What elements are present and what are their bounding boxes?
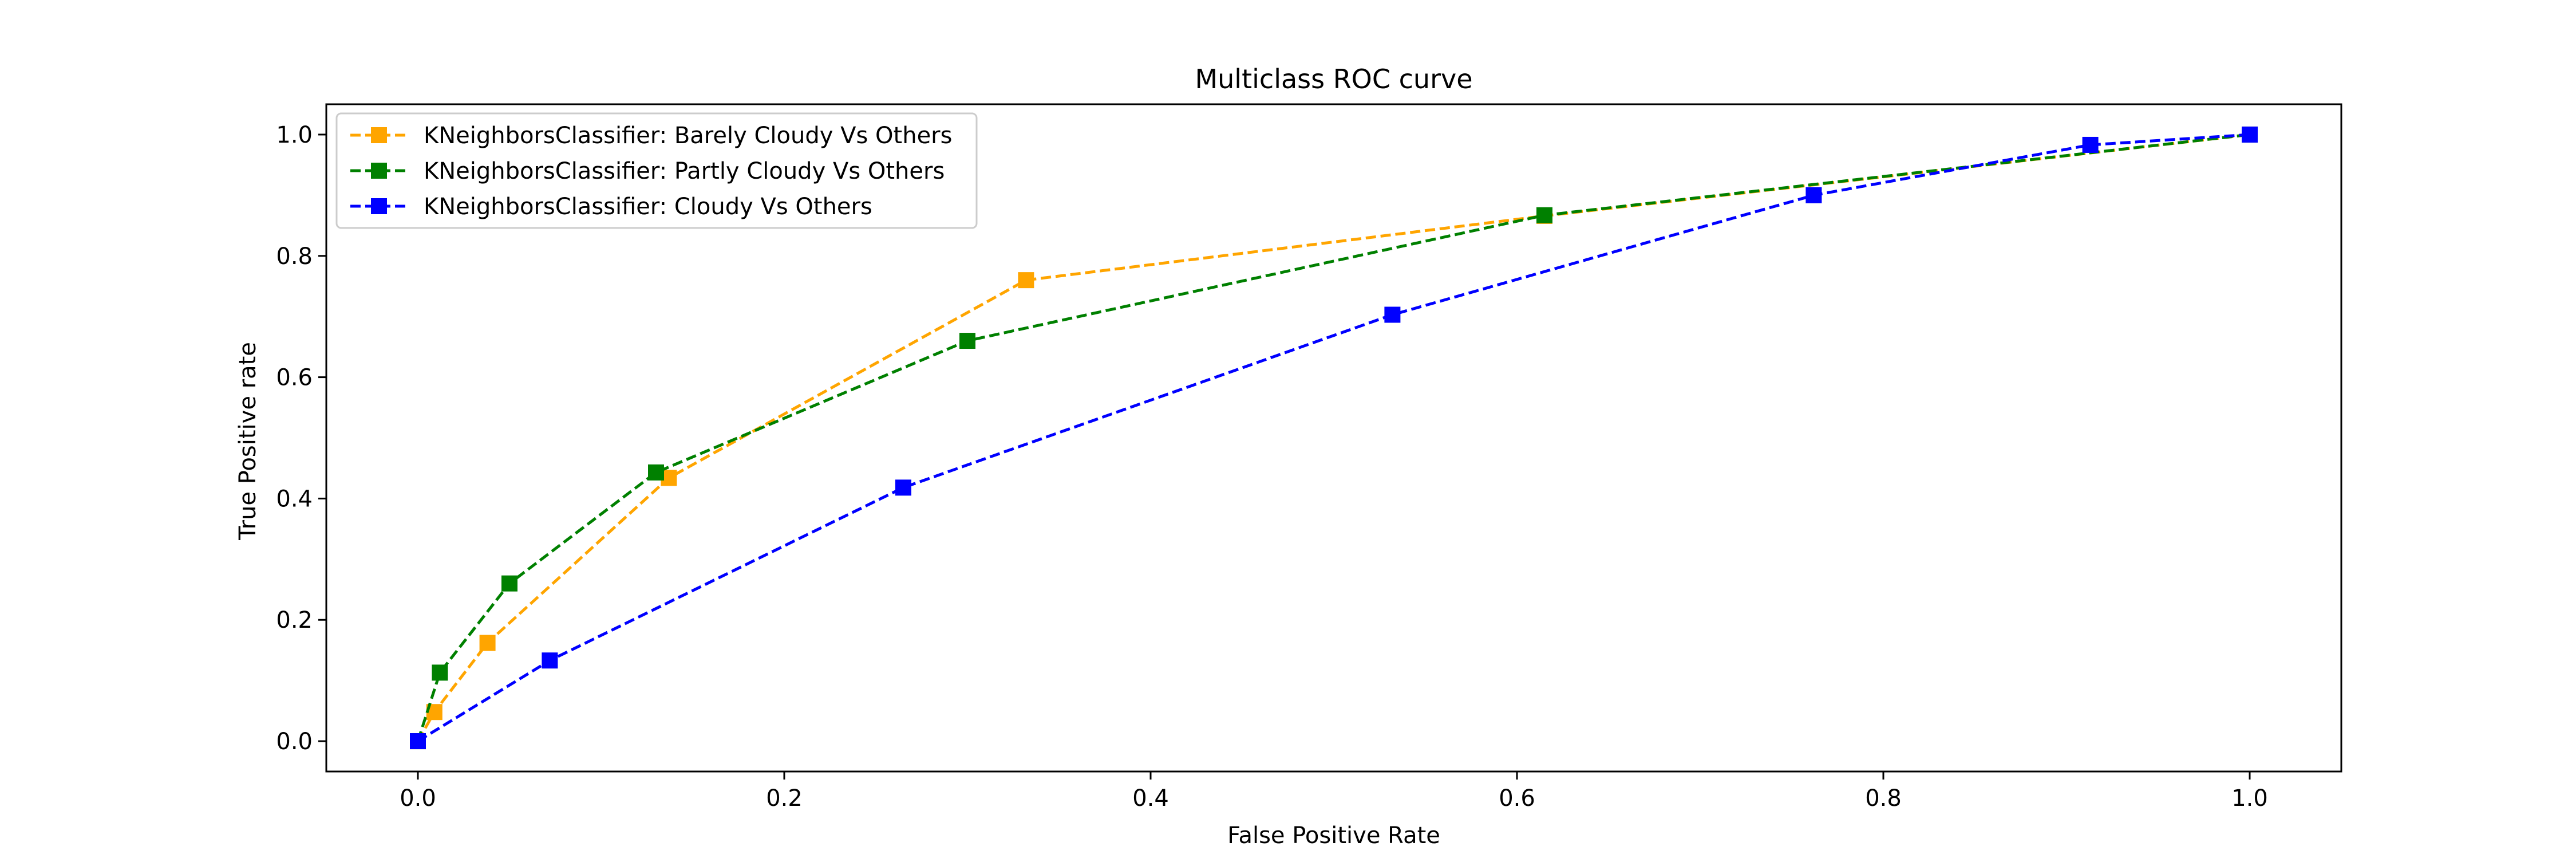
data-point (895, 479, 911, 496)
data-point (479, 635, 496, 651)
data-point (410, 733, 426, 750)
axis-ticks: 0.0 0.2 0.4 0.6 0.8 1.0 0.0 0.2 0.4 0.6 0.8 1.0 (276, 122, 2267, 812)
legend-marker (371, 163, 387, 179)
chart-title: Multiclass ROC curve (1195, 64, 1472, 95)
data-point (2082, 136, 2099, 153)
data-point (432, 664, 448, 681)
legend-entry: KNeighborsClassifier: Cloudy Vs Others (350, 194, 872, 220)
legend-marker (371, 198, 387, 214)
y-tick-label: 0.4 (276, 486, 313, 512)
y-tick-label: 1.0 (276, 122, 313, 148)
series-3 (410, 126, 2258, 750)
x-axis-label: False Positive Rate (1227, 822, 1440, 849)
x-tick-label: 0.0 (400, 785, 436, 812)
data-point (542, 652, 558, 669)
legend-box (335, 112, 978, 229)
data-point (1018, 272, 1034, 289)
x-tick-label: 0.2 (766, 785, 803, 812)
plot-frame (325, 103, 2342, 773)
data-point (2242, 126, 2258, 143)
data-point (959, 333, 975, 349)
legend-entry: KNeighborsClassifier: Barely Cloudy Vs O… (350, 123, 952, 149)
legend-label: KNeighborsClassifier: Partly Cloudy Vs O… (424, 158, 945, 184)
data-point (1805, 187, 1822, 203)
y-tick-label: 0.8 (276, 243, 313, 270)
legend-marker (371, 127, 387, 143)
data-point (1536, 207, 1552, 223)
legend-label: KNeighborsClassifier: Cloudy Vs Others (424, 194, 872, 220)
x-tick-label: 0.6 (1499, 785, 1535, 812)
y-tick-label: 0.0 (276, 729, 313, 755)
legend-entry: KNeighborsClassifier: Partly Cloudy Vs O… (350, 158, 945, 184)
y-tick-label: 0.2 (276, 607, 313, 633)
series-lines (410, 126, 2258, 750)
y-tick-label: 0.6 (276, 365, 313, 391)
x-tick-label: 0.4 (1132, 785, 1169, 812)
y-axis-label: True Positive rate (235, 342, 261, 541)
legend-label: KNeighborsClassifier: Barely Cloudy Vs O… (424, 123, 952, 149)
data-point (648, 464, 664, 481)
data-point (501, 575, 517, 592)
x-tick-label: 1.0 (2231, 785, 2268, 812)
legend: KNeighborsClassifier: Barely Cloudy Vs O… (335, 112, 978, 229)
x-tick-label: 0.8 (1865, 785, 1902, 812)
data-point (1384, 306, 1401, 323)
